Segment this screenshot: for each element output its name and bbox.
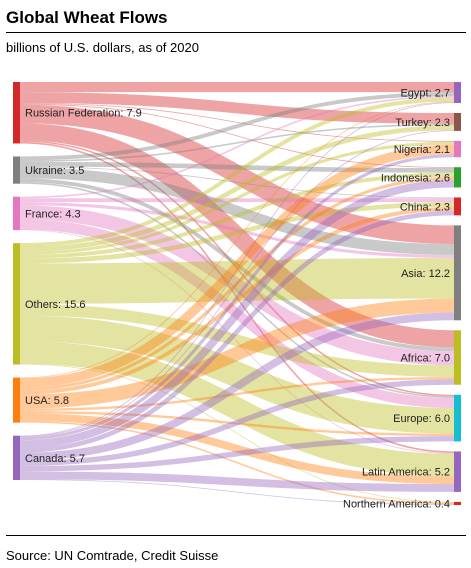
flow-france-to-latin-america [19,229,455,454]
target-node-turkey [454,113,461,131]
flow-others-to-nigeria [19,141,455,255]
flow-canada-to-northern-america [19,479,455,506]
target-label-egypt: Egypt: 2.7 [400,88,450,100]
flow-france-to-africa [19,205,455,366]
flow-ukraine-to-africa [19,178,455,352]
flow-usa-to-northern-america [19,421,455,505]
flow-canada-to-asia [19,312,455,461]
source-node-ukraine [13,156,20,184]
flow-others-to-africa [19,303,455,377]
title-rule [6,32,466,33]
flow-russian-federation-to-latin-america [19,141,455,453]
flow-france-to-europe [19,219,455,408]
source-label-canada: Canada: 5.7 [25,453,85,465]
target-node-latin-america [454,451,461,492]
chart-title: Global Wheat Flows [6,8,168,27]
flow-canada-to-latin-america [19,471,455,492]
flow-russian-federation-to-nigeria [19,102,455,142]
source-label-usa: USA: 5.8 [25,395,69,407]
flow-france-to-asia [19,202,455,259]
target-node-china [454,197,461,216]
target-label-nigeria: Nigeria: 2.1 [394,144,450,156]
sankey-labels: Russian Federation: 7.9 Ukraine: 3.5 Franc… [25,88,450,511]
flow-france-to-egypt [19,96,455,199]
flow-others-to-egypt [19,97,455,248]
flow-canada-to-turkey [19,130,455,438]
target-label-northern-america: Northern America: 0.4 [343,498,450,510]
source-node-usa [13,377,20,423]
target-node-europe [454,394,461,442]
flow-canada-to-indonesia [19,179,455,449]
flow-ukraine-to-egypt [19,92,455,161]
target-node-africa [454,330,461,385]
flow-canada-to-europe [19,435,455,472]
target-node-egypt [454,82,461,104]
flow-others-to-latin-america [19,341,455,477]
flow-russian-federation-to-asia [19,104,455,245]
flow-canada-to-egypt [19,102,455,437]
chart-subtitle: billions of U.S. dollars, as of 2020 [6,40,199,55]
flow-others-to-europe [19,315,455,434]
source-node-canada [13,435,20,480]
source-rule [6,535,466,536]
target-label-europe: Europe: 6.0 [393,413,450,425]
flow-others-to-northern-america [19,363,455,503]
flow-usa-to-latin-america [19,413,455,485]
source-label-others: Others: 15.6 [25,299,86,311]
flow-ukraine-to-indonesia [19,161,455,173]
flow-usa-to-asia [19,298,455,409]
source-note: Source: UN Comtrade, Credit Suisse [6,548,219,563]
source-label-russian-federation: Russian Federation: 7.9 [25,108,142,120]
flow-usa-to-egypt [19,101,455,379]
target-node-nigeria [454,140,461,158]
sankey-nodes [13,82,461,505]
target-label-indonesia: Indonesia: 2.6 [381,172,450,184]
flow-others-to-china [19,202,455,264]
flow-ukraine-to-china [19,166,455,199]
target-label-africa: Africa: 7.0 [400,353,450,365]
flow-russian-federation-to-africa [19,123,455,348]
flow-ukraine-to-europe [19,182,455,398]
target-label-turkey: Turkey: 2.3 [395,117,450,129]
target-node-indonesia [454,167,461,188]
source-node-france [13,196,20,231]
target-node-asia [454,225,461,321]
target-node-northern-america [454,501,461,505]
flow-ukraine-to-turkey [19,123,455,162]
source-node-others [13,243,20,365]
target-label-china: China: 2.3 [400,201,450,213]
target-label-asia: Asia: 12.2 [401,268,450,280]
source-label-france: France: 4.3 [25,208,81,220]
flow-usa-to-china [19,206,455,395]
flow-others-to-asia [19,258,455,304]
flow-canada-to-africa [19,379,455,466]
flow-usa-to-nigeria [19,144,455,388]
flow-russian-federation-to-indonesia [19,103,455,169]
flow-usa-to-africa [19,376,455,411]
flow-russian-federation-to-europe [19,140,455,397]
source-node-russian-federation [13,82,20,144]
sankey-links [19,81,455,506]
target-label-latin-america: Latin America: 5.2 [362,467,450,479]
flow-usa-to-europe [19,410,455,436]
flow-others-to-turkey [19,125,455,252]
flow-canada-to-nigeria [19,154,455,441]
flow-russian-federation-to-turkey [19,92,455,124]
flow-ukraine-to-asia [19,167,455,255]
flow-canada-to-china [19,210,455,453]
source-label-ukraine: Ukraine: 3.5 [25,165,84,177]
flow-usa-to-indonesia [19,176,455,391]
flow-others-to-indonesia [19,172,455,259]
